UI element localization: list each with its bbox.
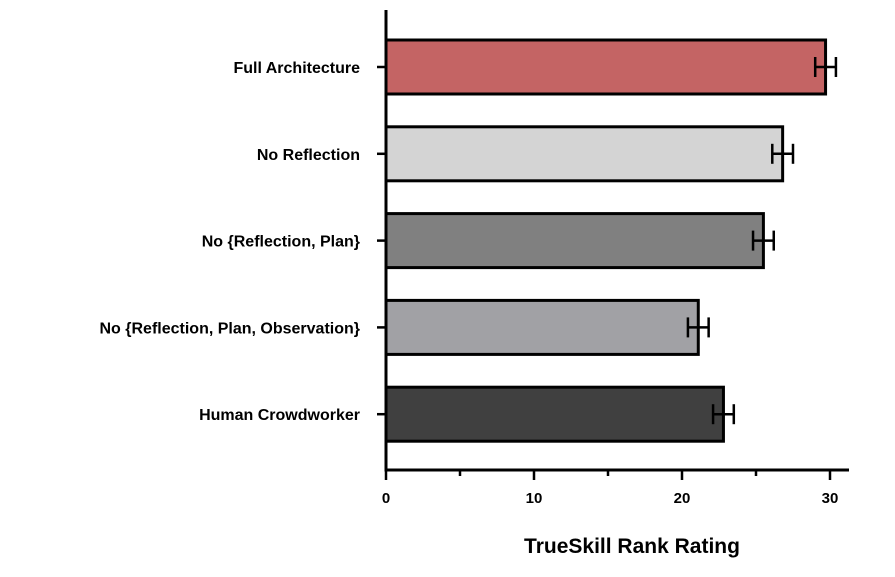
error-bar-2: [751, 230, 776, 251]
bar-3: [384, 298, 700, 356]
x-tick-label-2: 20: [674, 490, 691, 507]
category-label-3: No {Reflection, Plan, Observation}: [100, 320, 361, 337]
bar-4: [384, 385, 725, 443]
category-label-0: Full Architecture: [233, 60, 360, 77]
bar-1: [384, 125, 785, 183]
error-bar-1: [771, 143, 795, 164]
x-axis-title: TrueSkill Rank Rating: [524, 535, 740, 558]
error-bar-0: [813, 57, 838, 77]
error-bar-4: [711, 404, 736, 425]
error-bar-3: [686, 317, 710, 338]
labels-layer: Full Architecture No Reflection No {Reflec…: [100, 60, 839, 507]
category-label-4: Human Crowdworker: [199, 407, 360, 424]
bar-2: [384, 212, 765, 270]
category-label-1: No Reflection: [257, 147, 360, 164]
x-tick-label-1: 10: [526, 490, 543, 507]
bars-layer: [384, 38, 828, 443]
x-tick-label-0: 0: [382, 490, 390, 507]
error-bars-layer: [686, 57, 838, 425]
bar-0: [384, 38, 828, 96]
x-tick-label-3: 30: [822, 490, 839, 507]
axes-layer: [377, 10, 849, 480]
category-label-2: No {Reflection, Plan}: [202, 234, 360, 251]
